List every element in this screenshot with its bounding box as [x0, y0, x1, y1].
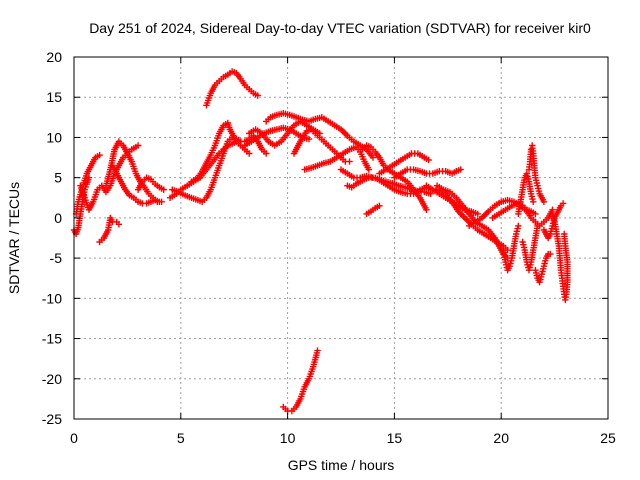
x-axis-label: GPS time / hours: [288, 457, 395, 473]
series-arc-31: [525, 142, 548, 205]
data-point: [254, 92, 261, 99]
series-arc-27: [489, 200, 539, 222]
data-point: [425, 156, 432, 164]
data-point: [457, 166, 464, 173]
data-point: [369, 154, 377, 161]
series-arc-05: [102, 138, 165, 205]
data-point: [474, 210, 481, 218]
data-point: [530, 198, 537, 205]
data-point: [314, 347, 321, 354]
y-tick-label: -20: [42, 371, 62, 387]
series-arc-21: [363, 202, 383, 218]
y-axis-label: SDTVAR / TECUs: [6, 182, 22, 294]
x-tick-label: 15: [387, 430, 403, 446]
y-tick-label: 15: [46, 89, 62, 105]
series-arc-17: [280, 347, 321, 415]
data-point: [263, 150, 270, 157]
y-tick-label: 20: [46, 49, 62, 65]
data-point: [376, 202, 383, 209]
data-point: [532, 210, 539, 218]
series-arc-29: [515, 170, 537, 218]
data-point: [561, 230, 568, 238]
series-arc-22: [376, 150, 432, 177]
series-arc-09: [169, 134, 253, 205]
series-arc-16: [301, 143, 372, 173]
data-point: [559, 200, 567, 207]
data-point: [96, 151, 103, 159]
data-point: [547, 250, 554, 258]
series-arc-06: [109, 162, 163, 207]
data-point: [423, 206, 430, 213]
data-point: [346, 158, 353, 165]
series-arc-14: [263, 110, 377, 161]
x-tick-label: 20: [493, 430, 509, 446]
y-tick-label: -15: [42, 331, 62, 347]
plot-frame: [73, 56, 609, 420]
data-point: [534, 222, 541, 230]
data-point: [156, 198, 163, 205]
data-point: [246, 150, 253, 157]
x-tick-label: 10: [280, 430, 296, 446]
y-tick-label: -5: [50, 250, 63, 266]
x-tick-label: 25: [600, 430, 616, 446]
y-tick-label: 0: [54, 210, 62, 226]
axis-ticks: [73, 56, 609, 420]
y-tick-label: 5: [54, 170, 62, 186]
tick-labels: 0 5 10 15 20 25 20 15 10 5 0 -5 -10 -15 -20 -25: [42, 49, 616, 446]
data-point: [540, 198, 548, 205]
series-arc-11: [203, 68, 261, 109]
data-point: [160, 186, 167, 193]
data-point: [305, 135, 313, 143]
data-point: [515, 222, 522, 230]
chart-title: Day 251 of 2024, Sidereal Day-to-day VTE…: [89, 20, 591, 36]
data-point: [115, 221, 123, 228]
x-tick-label: 5: [177, 430, 185, 446]
y-tick-label: -10: [42, 290, 62, 306]
series-arc-34: [549, 210, 571, 304]
x-tick-label: 0: [70, 430, 78, 446]
grid: [74, 57, 608, 419]
y-tick-label: -25: [42, 411, 62, 427]
series-arc-04: [96, 214, 123, 246]
y-tick-label: 10: [46, 129, 62, 145]
series-arc-24: [423, 182, 511, 254]
data-point: [365, 166, 372, 173]
series-arc-28: [500, 222, 522, 274]
series-arc-32: [532, 250, 554, 286]
data-points: [70, 68, 571, 415]
series-arc-23: [391, 166, 464, 181]
series-arc-07: [134, 174, 167, 193]
data-point: [134, 142, 142, 149]
series-arc-30: [519, 222, 541, 274]
